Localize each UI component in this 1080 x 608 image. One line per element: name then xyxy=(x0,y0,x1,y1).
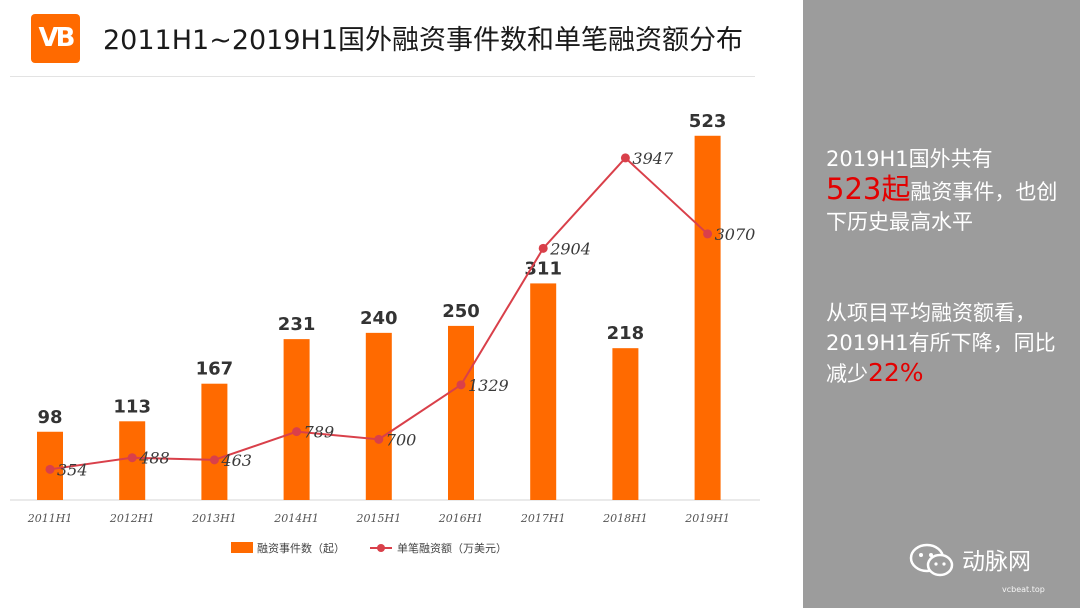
summary-text: 融资事件，也创下历史最高水平 xyxy=(826,180,1058,234)
line-label-2017H1: 2904 xyxy=(549,239,591,258)
page-title: 2011H1~2019H1国外融资事件数和单笔融资额分布 xyxy=(103,25,744,56)
highlight-decline-percent: 22% xyxy=(868,358,924,387)
line-label-2013H1: 463 xyxy=(220,451,252,470)
line-point-2016H1 xyxy=(456,380,466,390)
bar-label-2013H1: 167 xyxy=(196,359,234,380)
bar-label-2018H1: 218 xyxy=(607,323,645,344)
line-point-2014H1 xyxy=(292,427,302,437)
line-label-2015H1: 700 xyxy=(386,430,417,449)
x-tick-label-2018H1: 2018H1 xyxy=(602,512,648,525)
x-tick-label-2017H1: 2017H1 xyxy=(520,512,566,525)
bar-label-2011H1: 98 xyxy=(37,407,62,428)
x-tick-label-2016H1: 2016H1 xyxy=(438,512,484,525)
bar-2016H1 xyxy=(448,325,474,500)
line-point-2011H1 xyxy=(45,464,55,474)
summary-panel: 2019H1国外共有 523起融资事件，也创下历史最高水平 从项目平均融资额看，… xyxy=(803,0,1080,608)
watermark-domain: vcbeat.top xyxy=(1002,585,1045,594)
legend-marker-line xyxy=(377,544,385,552)
summary-paragraph-2: 从项目平均融资额看，2019H1有所下降，同比减少22% xyxy=(826,298,1076,389)
line-point-2013H1 xyxy=(209,455,219,465)
summary-paragraph-1: 2019H1国外共有 523起融资事件，也创下历史最高水平 xyxy=(826,144,1076,237)
highlight-event-count: 523起 xyxy=(826,172,911,206)
bar-label-2012H1: 113 xyxy=(113,396,151,417)
bar-label-2019H1: 523 xyxy=(689,111,727,132)
bar-2017H1 xyxy=(530,283,557,500)
title-divider xyxy=(10,76,755,77)
line-label-2018H1: 3947 xyxy=(632,149,674,168)
line-label-2011H1: 354 xyxy=(57,460,88,479)
bar-2018H1 xyxy=(612,348,639,500)
line-point-2012H1 xyxy=(127,453,137,463)
watermark-name: 动脉网 xyxy=(962,549,1031,575)
line-point-2017H1 xyxy=(538,243,548,253)
line-label-2012H1: 488 xyxy=(138,449,170,468)
line-point-2018H1 xyxy=(620,153,630,163)
bar-label-2014H1: 231 xyxy=(278,314,316,335)
x-tick-label-2012H1: 2012H1 xyxy=(109,512,155,525)
x-tick-label-2013H1: 2013H1 xyxy=(191,512,237,525)
bar-2013H1 xyxy=(201,383,228,500)
bar-2019H1 xyxy=(694,135,721,500)
legend-label-bar: 融资事件数（起） xyxy=(257,542,345,555)
vb-logo: VB xyxy=(31,14,80,63)
bar-label-2016H1: 250 xyxy=(442,301,480,322)
bar-2014H1 xyxy=(283,339,310,500)
legend-label-line: 单笔融资额（万美元） xyxy=(397,541,507,555)
bar-label-2015H1: 240 xyxy=(360,308,398,329)
line-label-2016H1: 1329 xyxy=(468,376,509,395)
legend-swatch-bar xyxy=(231,542,253,553)
x-tick-label-2015H1: 2015H1 xyxy=(356,512,402,525)
bar-2015H1 xyxy=(365,332,392,500)
line-label-2014H1: 789 xyxy=(304,423,335,442)
x-tick-label-2014H1: 2014H1 xyxy=(273,512,319,525)
summary-text: 2019H1国外共有 xyxy=(826,147,993,171)
line-point-2015H1 xyxy=(374,434,384,444)
wechat-icon xyxy=(909,543,954,577)
line-point-2019H1 xyxy=(703,229,713,239)
x-tick-label-2011H1: 2011H1 xyxy=(27,512,73,525)
x-tick-label-2019H1: 2019H1 xyxy=(684,512,730,525)
line-label-2019H1: 3070 xyxy=(715,225,756,244)
summary-text: 从项目平均融资额看，2019H1有所下降，同比减少 xyxy=(826,301,1056,386)
